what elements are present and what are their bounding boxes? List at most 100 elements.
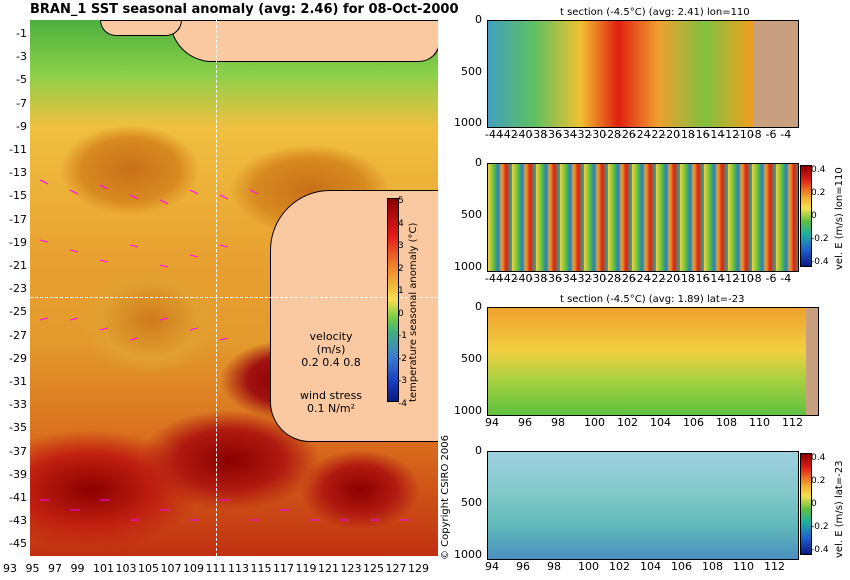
colorbar-tick: 3 <box>398 241 404 251</box>
velocity-colorbar-tick: 0.4 <box>811 453 826 463</box>
velocity-colorbar-tick: 0.2 <box>811 188 826 198</box>
panel-x-tick: 112 <box>764 560 785 573</box>
map-y-tick: -3 <box>16 50 27 64</box>
panel-x-tick: -28 <box>603 272 622 285</box>
panel-x-tick: -4 <box>780 128 792 141</box>
temperature-colorbar-label: temperature seasonal anomaly (°C) <box>408 222 419 402</box>
velocity-colorbar-tick: 0 <box>811 499 817 509</box>
map-x-tick: 109 <box>183 562 204 575</box>
panel-x-tick: 112 <box>782 416 803 429</box>
map-x-tick: 99 <box>70 562 85 575</box>
panel-x-tick: -12 <box>721 272 740 285</box>
map-y-tick: -13 <box>9 166 27 180</box>
velocity-colorbar <box>800 453 812 555</box>
map-title: BRAN_1 SST seasonal anomaly (avg: 2.46) … <box>30 2 459 17</box>
panel-x-tick: 108 <box>716 416 737 429</box>
panel-x-tick: 110 <box>749 416 770 429</box>
panel-x-tick: -16 <box>691 272 710 285</box>
panel-x-tick: 106 <box>671 560 692 573</box>
map-x-tick: 111 <box>205 562 227 575</box>
panel-y-tick: 500 <box>461 352 482 366</box>
map-y-tick: -21 <box>9 259 27 272</box>
panel-x-tick: -18 <box>676 272 695 285</box>
panel-x-tick: -24 <box>632 128 651 141</box>
panel-x-tick: 94 <box>485 416 499 429</box>
colorbar-tick: 4 <box>398 218 404 229</box>
map-y-tick: -9 <box>16 119 27 133</box>
map-y-tick: -45 <box>9 537 27 551</box>
wind-legend-label: wind stress <box>299 389 363 402</box>
colorbar-tick: 1 <box>398 286 404 296</box>
panel-x-tick: 104 <box>650 416 671 429</box>
section-panel[interactable] <box>487 307 819 416</box>
map-y-tick: -11 <box>9 143 27 156</box>
panel-x-tick: -28 <box>603 128 622 141</box>
colorbar-tick: -4 <box>398 398 407 409</box>
map-y-tick: -23 <box>9 282 27 296</box>
panel-x-tick: 94 <box>485 560 499 573</box>
velocity-colorbar-label: vel. E (m/s) lon=110 <box>834 167 845 270</box>
panel-x-tick: -40 <box>514 128 533 141</box>
panel-x-tick: 108 <box>702 560 723 573</box>
panel-y-tick: 0 <box>475 444 482 457</box>
panel-x-tick: -42 <box>499 128 518 141</box>
section-panel[interactable] <box>487 20 799 128</box>
map-x-tick: 119 <box>295 562 317 575</box>
panel-x-tick: -8 <box>750 272 762 285</box>
velocity-colorbar-tick: -0.4 <box>811 257 829 267</box>
velocity-colorbar-tick: -0.4 <box>811 545 829 555</box>
map-y-tick: -25 <box>9 305 27 319</box>
panel-x-tick: 110 <box>733 560 754 573</box>
panel-x-tick: -16 <box>691 128 710 141</box>
map-y-tick: -43 <box>9 514 27 528</box>
velocity-vectors <box>39 179 410 521</box>
panel-x-tick: -34 <box>558 128 577 141</box>
velocity-colorbar-label: vel. E (m/s) lat=-23 <box>834 460 845 558</box>
velocity-legend: velocity (m/s) 0.2 0.4 0.8 wind stress 0… <box>296 330 366 415</box>
panel-x-tick: -6 <box>765 272 777 285</box>
panel-x-tick: -12 <box>721 128 740 141</box>
panel-y-tick: 500 <box>461 64 482 78</box>
panel-x-tick: -36 <box>544 128 563 141</box>
panel-x-tick: -10 <box>735 272 754 285</box>
map-y-tick: -15 <box>9 189 27 203</box>
panel-x-tick: 100 <box>578 560 599 573</box>
velocity-colorbar-tick: -0.2 <box>811 234 829 244</box>
colorbar-tick: -3 <box>398 376 407 386</box>
panel-x-tick: -6 <box>765 128 777 141</box>
panel-y-tick: 0 <box>475 156 482 169</box>
velocity-colorbar-tick: 0.2 <box>811 476 826 486</box>
section-panel[interactable] <box>487 451 799 560</box>
panel-x-tick: -38 <box>529 272 548 285</box>
panel-x-tick: -20 <box>662 272 681 285</box>
map-y-tick: -7 <box>16 96 27 110</box>
panel-x-tick: -34 <box>558 272 577 285</box>
map-x-tick: 107 <box>160 562 182 575</box>
panel-x-tick: -26 <box>617 272 636 285</box>
panel-x-tick: -36 <box>544 272 563 285</box>
map-y-tick: -17 <box>9 212 27 226</box>
panel-x-tick: -40 <box>514 272 533 285</box>
map-y-tick: -31 <box>9 375 27 388</box>
map-y-tick: -1 <box>16 27 27 40</box>
map-x-tick: 103 <box>115 562 137 575</box>
section-panel[interactable] <box>487 163 799 272</box>
panel-x-tick: -18 <box>676 128 695 141</box>
velocity-legend-values: 0.2 0.4 0.8 <box>301 356 361 369</box>
panel-y-tick: 1000 <box>454 116 482 130</box>
map-y-tick: -19 <box>9 235 27 249</box>
map-y-tick: -5 <box>16 73 27 87</box>
sst-anomaly-map[interactable] <box>30 20 438 556</box>
map-y-tick: -27 <box>9 328 27 342</box>
map-x-tick: 113 <box>228 562 249 575</box>
colorbar-tick: 2 <box>398 263 404 274</box>
temperature-colorbar <box>387 198 399 402</box>
panel-x-tick: -24 <box>632 272 651 285</box>
colorbar-tick: -2 <box>398 353 407 364</box>
panel-y-tick: 1000 <box>454 404 482 418</box>
panel-x-tick: -22 <box>647 128 666 141</box>
velocity-colorbar <box>800 165 812 267</box>
map-x-tick: 105 <box>138 562 159 575</box>
panel-x-tick: -30 <box>588 128 607 141</box>
velocity-colorbar-tick: 0 <box>811 211 817 221</box>
